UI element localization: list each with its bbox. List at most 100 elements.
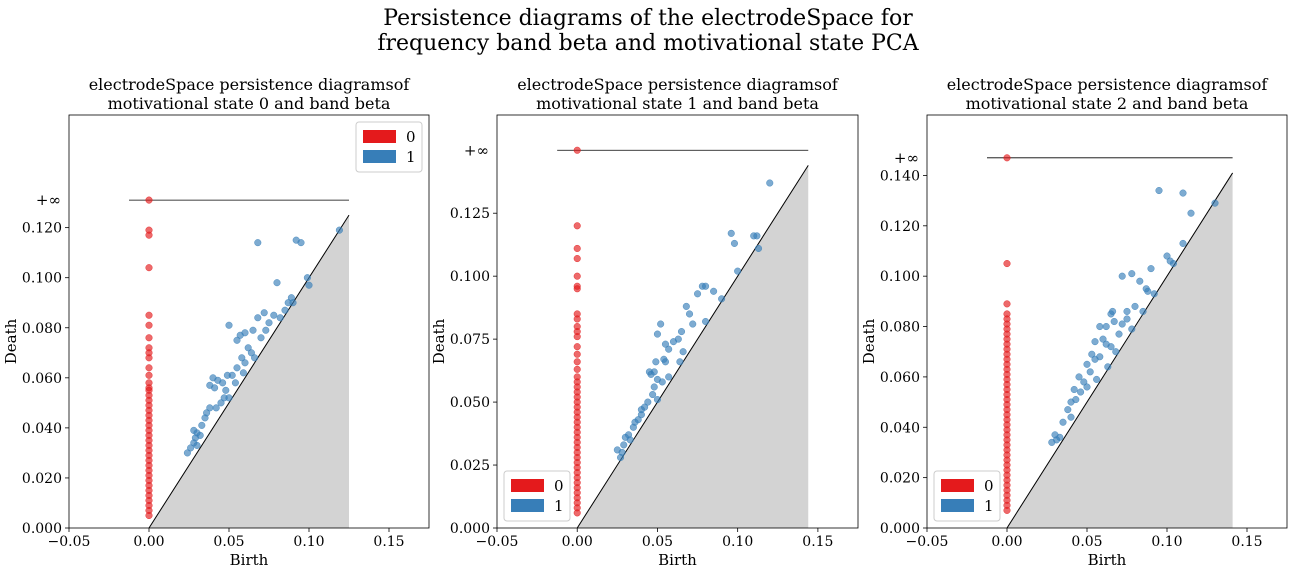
y-tick-label: 0.000 (880, 521, 920, 537)
h0-point (145, 511, 153, 520)
y-tick-label: 0.120 (22, 221, 62, 237)
infinity-tick-label: +∞ (464, 141, 489, 159)
h1-point (1136, 277, 1144, 285)
h0-point (573, 244, 581, 253)
axes-frame (68, 114, 430, 529)
h1-point (201, 414, 209, 422)
legend-swatch-1 (511, 499, 544, 512)
h1-point (661, 358, 670, 366)
legend-label: 0 (554, 477, 564, 495)
h1-point (183, 449, 191, 457)
h1-point (220, 394, 228, 402)
infinity-tick-label: +∞ (894, 149, 919, 167)
h1-point (1072, 396, 1080, 404)
h1-point (650, 383, 658, 391)
h1-point (231, 379, 239, 387)
y-tick-label: 0.100 (880, 269, 920, 285)
h1-point (1064, 406, 1072, 414)
x-tick-label: −0.05 (476, 534, 519, 550)
h1-point (249, 326, 257, 334)
h1-point (1211, 199, 1219, 207)
legend-label: 0 (406, 128, 416, 146)
h1-point (1128, 325, 1136, 333)
h1-point (187, 444, 195, 452)
chart-title-line2: motivational state 2 and band beta (966, 94, 1249, 113)
h0-point (573, 350, 581, 358)
axes-frame (496, 114, 859, 529)
y-tick-label: 0.025 (450, 458, 490, 474)
h1-point (241, 329, 249, 337)
h1-point (260, 309, 268, 317)
h0-point (145, 371, 153, 379)
h1-point (661, 340, 670, 348)
x-tick-label: 0.00 (133, 534, 164, 550)
h1-point (1179, 189, 1187, 197)
figure-title-line2: frequency band beta and motivational sta… (377, 31, 919, 56)
h0-point (573, 146, 581, 154)
chart-title-line2: motivational state 1 and band beta (536, 94, 819, 113)
x-tick-label: 0.05 (642, 534, 673, 550)
h0-point (573, 222, 581, 230)
h1-point (1118, 320, 1126, 328)
h1-point (1099, 335, 1107, 343)
legend-label: 1 (406, 148, 416, 166)
h1-point (1096, 353, 1104, 361)
legend-swatch-0 (363, 130, 396, 143)
h1-point (730, 239, 739, 247)
h1-point (665, 373, 673, 381)
legend: 01 (355, 121, 423, 173)
h1-point (1147, 265, 1155, 273)
h0-point (573, 343, 581, 351)
h1-point (637, 411, 645, 419)
h1-point (239, 369, 247, 377)
h0-point (573, 509, 581, 517)
h1-point (1109, 307, 1117, 315)
x-tick-label: 0.15 (373, 534, 404, 550)
h1-point (685, 310, 694, 318)
h1-point (674, 335, 682, 343)
diagonal-line (576, 165, 809, 529)
x-tick-label: 0.10 (293, 534, 324, 550)
h1-point (211, 384, 219, 392)
legend-swatch-0 (941, 479, 974, 492)
h1-point (1131, 302, 1139, 310)
legend-label: 1 (984, 497, 994, 515)
h1-point (702, 317, 710, 326)
h1-point (233, 336, 241, 344)
h1-point (657, 320, 665, 328)
h1-point (1067, 413, 1075, 421)
x-tick-label: −0.05 (48, 534, 91, 550)
diagonal-line (1006, 172, 1234, 529)
h1-point (254, 239, 262, 247)
chart-panel-0: electrodeSpace persistence diagramsofmot… (2, 75, 430, 569)
y-tick-label: 0.060 (880, 370, 920, 386)
h1-point (679, 348, 687, 356)
y-tick-label: 0.080 (880, 320, 920, 336)
h1-point (1128, 270, 1136, 278)
h1-point (1150, 290, 1158, 298)
h1-point (225, 321, 233, 329)
h1-point (1169, 260, 1177, 268)
h0-point (145, 264, 153, 272)
x-tick-label: 0.10 (1151, 534, 1182, 550)
h1-point (223, 371, 231, 379)
h1-point (273, 279, 281, 287)
h1-point (1048, 438, 1056, 446)
legend-swatch-1 (363, 150, 396, 163)
h1-point (1070, 385, 1078, 394)
h1-point (270, 311, 278, 319)
legend-label: 1 (554, 497, 564, 515)
h1-point (1107, 343, 1115, 351)
y-axis-label: Death (2, 318, 20, 364)
h1-point (244, 344, 252, 352)
figure-title-line1: Persistence diagrams of the electrodeSpa… (383, 6, 913, 31)
h1-point (1075, 373, 1083, 381)
h0-point (145, 334, 153, 342)
h1-point (193, 441, 201, 449)
h1-point (682, 302, 690, 310)
h1-point (1096, 322, 1104, 331)
h0-point (573, 254, 581, 263)
y-tick-label: 0.000 (22, 521, 62, 537)
h0-point (573, 358, 581, 366)
h0-point (145, 196, 153, 204)
